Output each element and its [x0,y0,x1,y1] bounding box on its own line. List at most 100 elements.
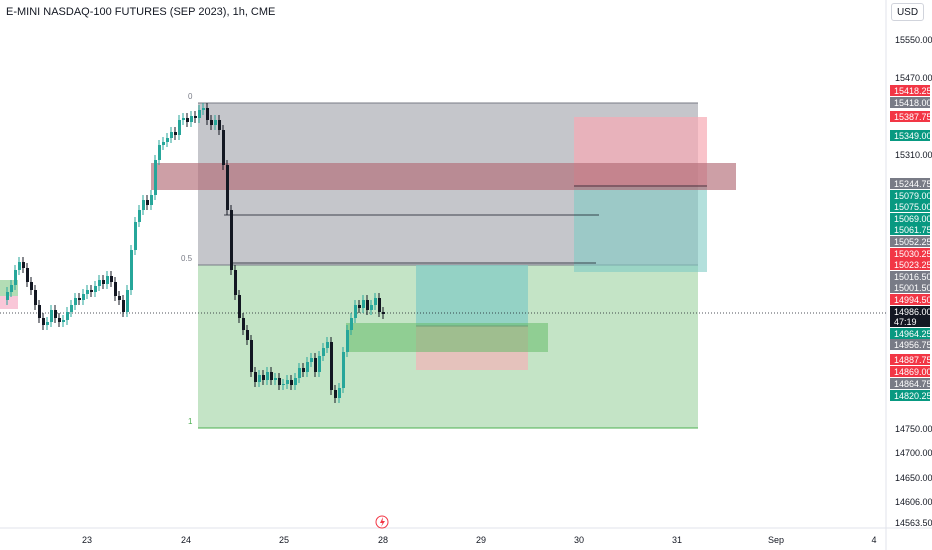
price-tag-bg [890,190,930,201]
price-tag-bg [890,130,930,141]
fib-label-1: 1 [188,417,193,426]
candle-body [258,375,261,382]
candle-body [242,318,245,330]
price-tick: 14606.00 [895,497,932,507]
price-tag: 14820.25 [894,391,932,401]
price-tag: 15016.50 [894,272,932,282]
position-tool-middle[interactable] [416,265,528,370]
candle-body [334,390,337,398]
price-tag: 15075.00 [894,202,932,212]
price-tag-bg [890,282,930,293]
candle-body [18,262,21,270]
candle-body [6,292,9,300]
symbol-title[interactable]: E-MINI NASDAQ-100 FUTURES (SEP 2023), 1h… [6,6,276,18]
long-position-right[interactable] [574,117,707,272]
candle-body [38,305,41,318]
candle-body [286,380,289,384]
demand-zone[interactable] [346,323,548,352]
candle-body [306,362,309,372]
candle-body [178,120,181,135]
candle-body [350,318,353,330]
candle-body [198,110,201,118]
candle-body [134,222,137,250]
candle-body [378,298,381,312]
time-label: 28 [378,535,388,545]
candle-body [354,305,357,318]
supply-zone[interactable] [151,163,736,190]
fib-label-05: 0.5 [181,254,193,263]
candle-body [130,250,133,290]
price-tag: 15418.25 [894,86,932,96]
candle-body [194,116,197,118]
currency-button[interactable]: USD [891,3,924,21]
candle-body [310,358,313,362]
candle-body [362,300,365,308]
price-tag: 15069.00 [894,214,932,224]
price-tag-bg [890,85,930,96]
candle-body [270,372,273,380]
price-tag-bg [890,328,930,339]
candle-body [190,116,193,122]
candle-body [142,200,145,210]
time-axis[interactable]: 23 24 25 28 29 30 31 Sep 4 [82,535,877,545]
candle-body [262,375,265,380]
candle-body [254,372,257,382]
price-tag-bg [890,306,930,317]
candle-body [382,312,385,314]
candle-body [174,132,177,135]
price-tag-bg [890,390,930,401]
candle-body [50,310,53,322]
time-label: 30 [574,535,584,545]
candle-body [206,108,209,120]
price-tag: 14994.50 [894,295,932,305]
candle-body [58,318,61,322]
time-label: 31 [672,535,682,545]
candle-body [274,378,277,380]
candle-body [218,120,221,130]
candle-body [106,276,109,284]
candle-body [170,132,173,138]
price-tag: 14864.75 [894,379,932,389]
candle-body [162,142,165,145]
candle-body [126,290,129,312]
candlestick-series [6,103,385,403]
price-tag-bg [890,259,930,270]
candle-body [290,380,293,385]
candle-body [222,130,225,165]
candle-body [342,352,345,388]
candle-body [246,330,249,340]
candle-body [182,118,185,120]
candle-body [234,270,237,295]
candle-body [250,340,253,372]
candle-body [358,305,361,308]
price-tag-bg [890,366,930,377]
candle-body [54,310,57,318]
price-tag: 15349.00 [894,131,932,141]
lightning-icon[interactable] [375,515,389,529]
candle-body [366,300,369,310]
time-label: Sep [768,535,784,545]
price-axis[interactable]: 15550.00 15470.00 15310.00 14750.00 1470… [895,35,932,528]
fib-label-0: 0 [188,92,193,101]
price-tag-bg [890,271,930,282]
candle-body [282,384,285,385]
time-label: 24 [181,535,191,545]
candle-body [294,378,297,385]
candle-body [90,290,93,292]
candle-body [74,298,77,305]
candle-body [202,108,205,110]
candle-body [82,294,85,300]
time-label: 29 [476,535,486,545]
candle-body [302,368,305,372]
price-tag-bg [890,236,930,247]
candle-body [230,210,233,270]
price-tag: 14964.25 [894,329,932,339]
price-tag: 15023.25 [894,260,932,270]
price-tag: 15079.00 [894,191,932,201]
time-label: 23 [82,535,92,545]
price-tag-bg [890,378,930,389]
candle-body [158,145,161,160]
candle-body [98,280,101,286]
candle-body [314,358,317,372]
